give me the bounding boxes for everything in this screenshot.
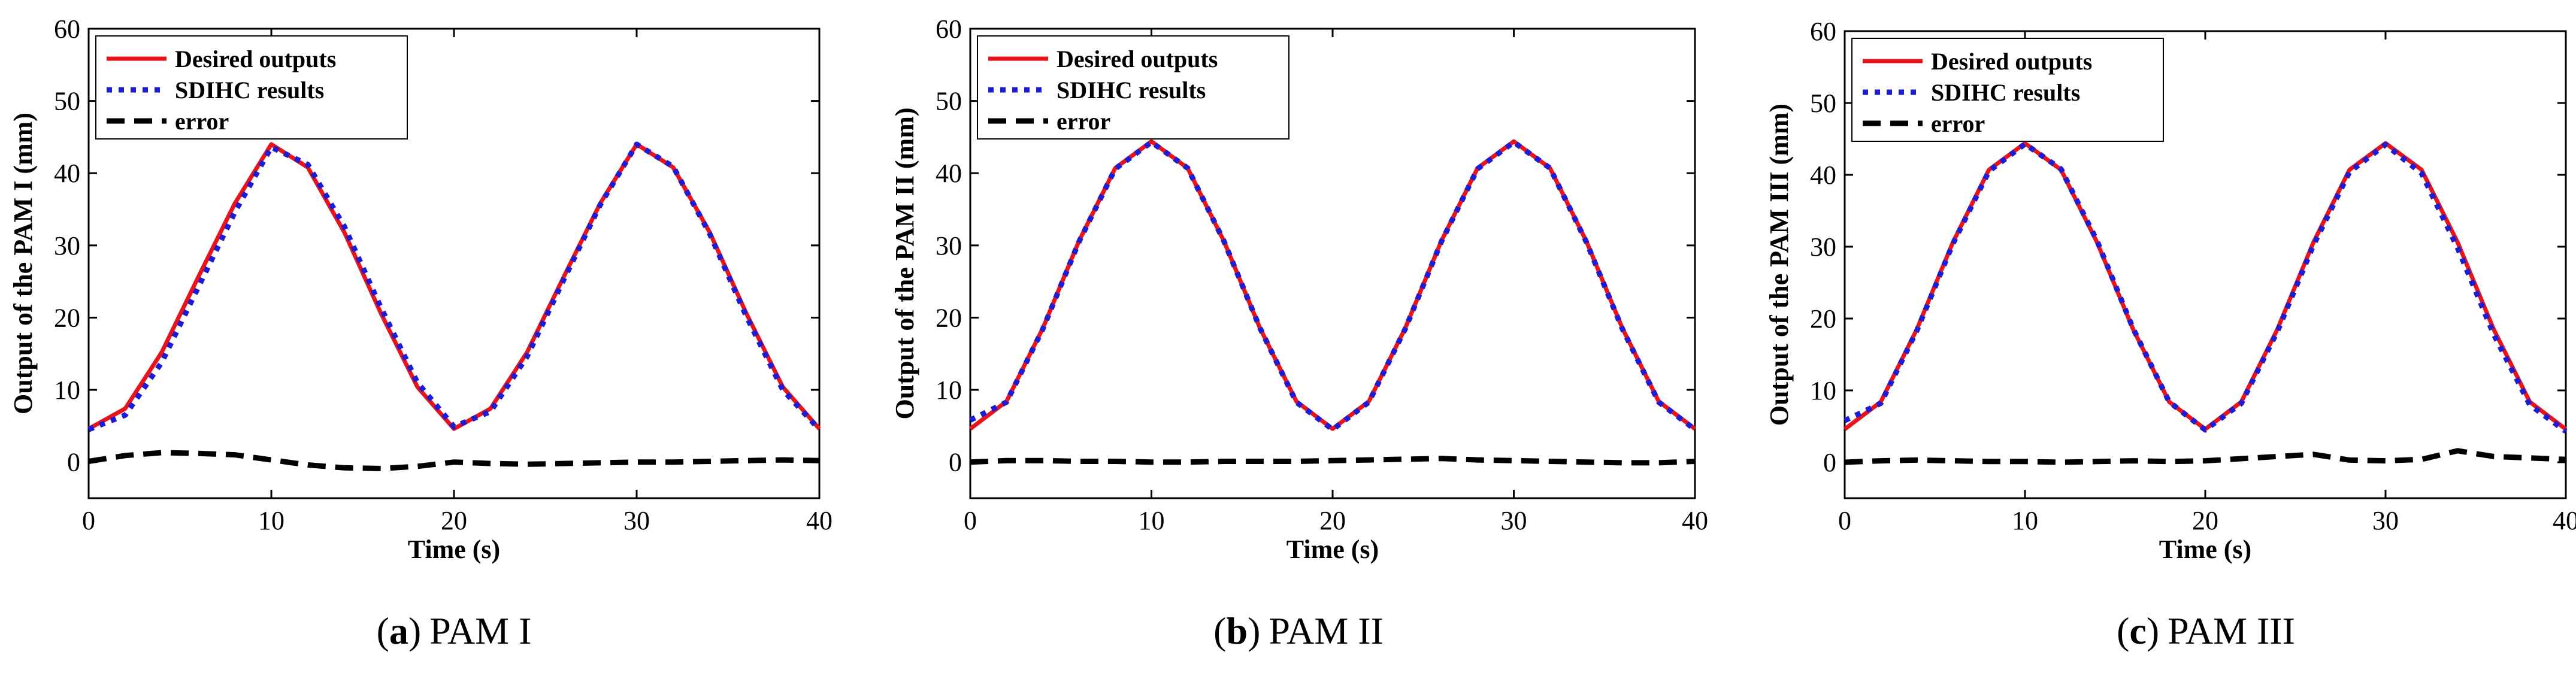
chart-b-ytick-label: 0 <box>949 448 962 477</box>
chart-a-ytick-label: 10 <box>54 375 80 405</box>
chart-b-caption-text: PAM II <box>1269 610 1383 652</box>
chart-a: 0 10 20 30 40 0 10 20 30 40 50 60 Time (s) Output of … <box>8 14 833 652</box>
chart-b-ytick-label: 10 <box>936 375 962 405</box>
chart-c-caption-text: PAM III <box>2168 610 2295 652</box>
chart-a-ylabel: Output of the PAM I (mm) <box>8 113 38 414</box>
chart-b-ytick-label: 40 <box>936 159 962 188</box>
chart-b-ytick-label: 60 <box>936 14 962 44</box>
chart-b-caption-open: ( <box>1213 610 1226 652</box>
chart-c-legend-label: SDIHC results <box>1931 79 2080 106</box>
chart-a-xtick-label: 40 <box>806 506 833 535</box>
chart-a-series-solid-line <box>87 142 821 431</box>
chart-b-legend-label: Desired outputs <box>1057 46 1218 72</box>
chart-c-caption-open: ( <box>2117 610 2129 652</box>
chart-a-legend-label: error <box>175 108 229 135</box>
chart-b: 0 10 20 30 40 0 10 20 30 40 50 60 Time (s) Output of … <box>890 14 1708 652</box>
chart-c-ytick-label: 40 <box>1810 160 1836 190</box>
chart-c-series-solid-line <box>1843 141 2568 432</box>
chart-c-xtick-label: 30 <box>2372 506 2399 535</box>
chart-a-ytick-label: 20 <box>54 303 80 332</box>
chart-a-caption-letter: a <box>389 610 408 652</box>
chart-b-xtick-label: 30 <box>1501 506 1527 535</box>
chart-a-xtick-label: 10 <box>258 506 284 535</box>
chart-b-caption-close: ) <box>1248 610 1260 652</box>
chart-b-series-dotted-line <box>968 139 1697 432</box>
chart-b-xtick-label: 20 <box>1319 506 1346 535</box>
chart-a-caption: (a) PAM I <box>377 610 532 652</box>
chart-b-caption: (b) PAM II <box>1213 610 1384 652</box>
chart-c-ytick-label: 60 <box>1810 17 1836 46</box>
chart-b-xtick-label: 10 <box>1139 506 1165 535</box>
chart-c-xlabel: Time (s) <box>2159 535 2251 564</box>
chart-b-legend-label: SDIHC results <box>1057 77 1206 104</box>
chart-c-ytick-label: 30 <box>1810 232 1836 262</box>
chart-a-ytick-label: 0 <box>67 448 80 477</box>
chart-c-xtick-label: 40 <box>2553 506 2576 535</box>
chart-a-legend-label: SDIHC results <box>175 77 324 104</box>
chart-b-series-solid-line <box>968 139 1697 431</box>
chart-c-ytick-label: 0 <box>1823 448 1836 477</box>
chart-a-caption-text: PAM I <box>429 610 531 652</box>
chart-c: 0 10 20 30 40 0 10 20 30 40 50 60 Time (s) Output of … <box>1764 17 2576 652</box>
chart-a-xtick-label: 20 <box>441 506 467 535</box>
chart-b-caption-letter: b <box>1226 610 1248 652</box>
chart-c-caption: (c) PAM III <box>2117 610 2295 652</box>
chart-b-ytick-label: 50 <box>936 87 962 116</box>
chart-a-series-dotted-line <box>87 141 822 432</box>
chart-c-xtick-label: 10 <box>2012 506 2038 535</box>
chart-a-xtick-label: 0 <box>82 506 95 535</box>
chart-c-xtick-label: 20 <box>2192 506 2218 535</box>
chart-a-caption-open: ( <box>377 610 389 652</box>
chart-b-xlabel: Time (s) <box>1287 535 1379 564</box>
chart-a-caption-close: ) <box>408 610 421 652</box>
chart-b-ytick-label: 30 <box>936 231 962 260</box>
chart-c-series-dotted-line <box>1844 141 2568 434</box>
chart-a-series-dashed-line <box>88 450 820 471</box>
chart-c-xtick-label: 0 <box>1838 506 1851 535</box>
chart-b-legend-label: error <box>1057 108 1110 135</box>
chart-c-ytick-label: 20 <box>1810 304 1836 334</box>
chart-c-caption-close: ) <box>2147 610 2159 652</box>
chart-c-ylabel: Output of the PAM III (mm) <box>1764 104 1794 426</box>
chart-b-series-dashed-line <box>970 456 1696 466</box>
chart-b-ylabel: Output of the PAM II (mm) <box>890 107 919 419</box>
chart-a-xtick-label: 30 <box>623 506 650 535</box>
chart-b-ytick-label: 20 <box>936 303 962 332</box>
chart-c-legend-label: error <box>1931 110 1985 137</box>
chart-c-legend-label: Desired outputs <box>1931 48 2092 75</box>
chart-a-legend-label: Desired outputs <box>175 46 336 72</box>
chart-c-series-dashed-line <box>1844 448 2566 465</box>
chart-b-xtick-label: 0 <box>964 506 977 535</box>
chart-a-ytick-label: 30 <box>54 231 80 260</box>
chart-a-ytick-label: 40 <box>54 159 80 188</box>
chart-b-xtick-label: 40 <box>1682 506 1708 535</box>
chart-a-ytick-label: 50 <box>54 87 80 116</box>
chart-c-ytick-label: 10 <box>1810 376 1836 405</box>
chart-c-ytick-label: 50 <box>1810 89 1836 118</box>
chart-c-caption-letter: c <box>2129 610 2146 652</box>
chart-a-ytick-label: 60 <box>54 14 80 44</box>
chart-a-xlabel: Time (s) <box>408 535 500 564</box>
